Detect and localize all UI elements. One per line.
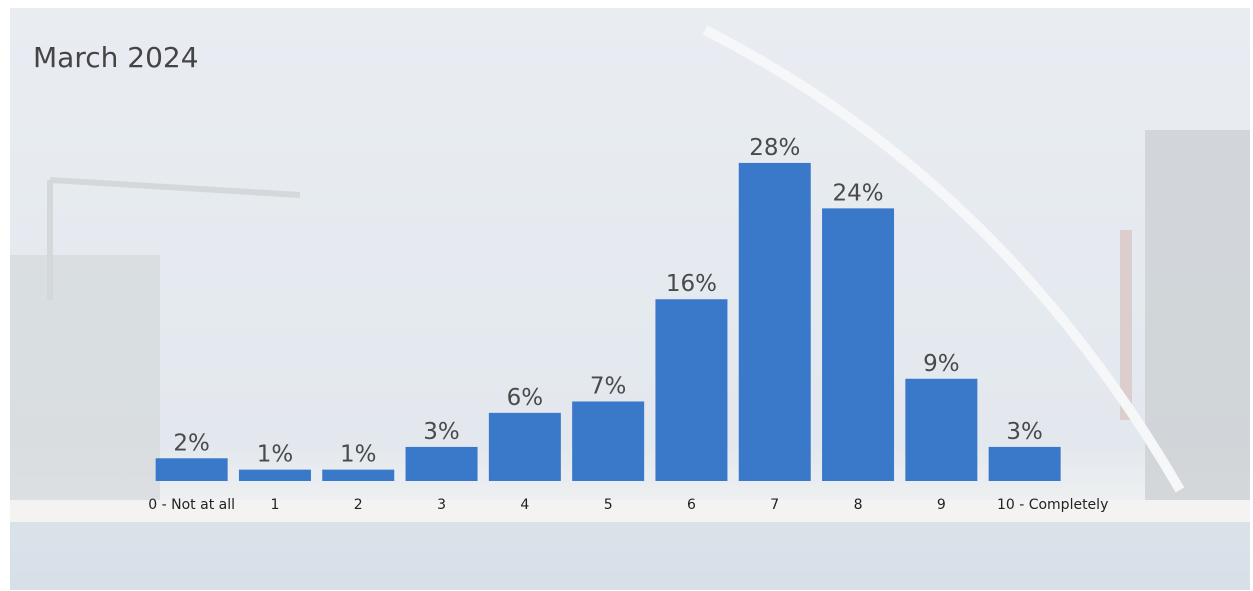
value-label: 16%: [666, 271, 717, 297]
value-label: 2%: [173, 430, 210, 456]
bar: [655, 299, 728, 481]
value-label: 1%: [340, 442, 377, 468]
x-tick-label: 0 - Not at all: [148, 497, 235, 513]
bar: [572, 401, 645, 481]
x-tick-label: 8: [854, 497, 863, 513]
x-tick-label: 9: [937, 497, 946, 513]
x-tick-label: 2: [354, 497, 363, 513]
bar: [238, 469, 311, 481]
x-tick-label: 7: [770, 497, 779, 513]
value-label: 6%: [507, 385, 544, 411]
bar: [988, 446, 1061, 481]
value-label: 3%: [1006, 419, 1043, 445]
bar: [905, 378, 978, 481]
chart-title: March 2024: [33, 41, 199, 74]
bar: [738, 162, 811, 482]
x-tick-label: 1: [270, 497, 279, 513]
x-tick-label: 3: [437, 497, 446, 513]
bar: [488, 412, 561, 481]
value-label: 3%: [423, 419, 460, 445]
x-tick-label: 6: [687, 497, 696, 513]
value-label: 28%: [749, 135, 800, 161]
bar: [822, 208, 895, 482]
value-label: 9%: [923, 351, 960, 377]
value-label: 24%: [832, 180, 883, 206]
x-tick-label: 4: [520, 497, 529, 513]
background-photo: [10, 8, 1250, 590]
x-tick-label: 10 - Completely: [997, 497, 1108, 513]
bar: [405, 446, 478, 481]
value-label: 1%: [257, 442, 294, 468]
value-label: 7%: [590, 373, 627, 399]
bar: [322, 469, 395, 481]
bar: [155, 458, 228, 481]
x-tick-label: 5: [604, 497, 613, 513]
